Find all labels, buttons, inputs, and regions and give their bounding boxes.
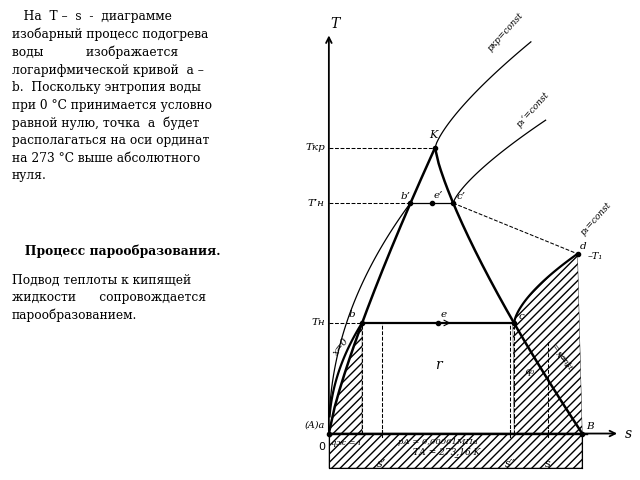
Text: Подвод теплоты к кипящей
жидкости      сопровождается
парообразованием.: Подвод теплоты к кипящей жидкости сопров… xyxy=(12,274,206,323)
Text: s’: s’ xyxy=(378,459,387,469)
Text: b’: b’ xyxy=(400,192,410,201)
Text: Tн: Tн xyxy=(311,318,324,327)
Text: K: K xyxy=(429,130,437,140)
Text: рА = 0,00061МПа: рА = 0,00061МПа xyxy=(398,438,478,446)
Text: x=1: x=1 xyxy=(553,350,572,371)
Polygon shape xyxy=(513,321,582,433)
Text: c’: c’ xyxy=(456,192,465,201)
Text: (A)а: (A)а xyxy=(305,421,324,430)
Text: s′′: s′′ xyxy=(505,459,516,469)
Polygon shape xyxy=(513,254,582,433)
Text: На  T –  s  -  диаграмме
изобарный процесс подогрева
воды           изображается: На T – s - диаграмме изобарный процесс п… xyxy=(12,10,212,182)
Text: r: r xyxy=(435,358,442,372)
Text: B: B xyxy=(586,422,593,431)
Text: TА = 273,16 K: TА = 273,16 K xyxy=(413,447,480,456)
Text: e: e xyxy=(441,311,447,319)
Text: T: T xyxy=(331,17,340,31)
Text: c: c xyxy=(518,312,524,321)
Text: Процесс парообразования.: Процесс парообразования. xyxy=(12,245,220,258)
Text: s: s xyxy=(625,427,632,441)
Text: e’: e’ xyxy=(433,191,443,200)
Text: s: s xyxy=(545,459,551,469)
Text: –: – xyxy=(453,451,460,464)
Text: p₁=const: p₁=const xyxy=(579,201,614,238)
Text: pкр=const: pкр=const xyxy=(486,11,525,53)
Text: b: b xyxy=(348,311,355,319)
Text: x=0: x=0 xyxy=(332,336,351,357)
Text: 0: 0 xyxy=(317,442,324,452)
Polygon shape xyxy=(329,321,363,433)
Text: –T₁: –T₁ xyxy=(588,252,603,261)
Text: Tкр: Tкр xyxy=(305,144,324,152)
Text: T’н: T’н xyxy=(308,199,324,208)
Text: q₀: q₀ xyxy=(524,367,534,376)
Polygon shape xyxy=(329,433,582,468)
Text: d: d xyxy=(580,242,587,251)
Text: = const: = const xyxy=(550,342,573,371)
Text: p₁’=const: p₁’=const xyxy=(515,90,551,129)
Text: qж = i: qж = i xyxy=(331,439,360,447)
